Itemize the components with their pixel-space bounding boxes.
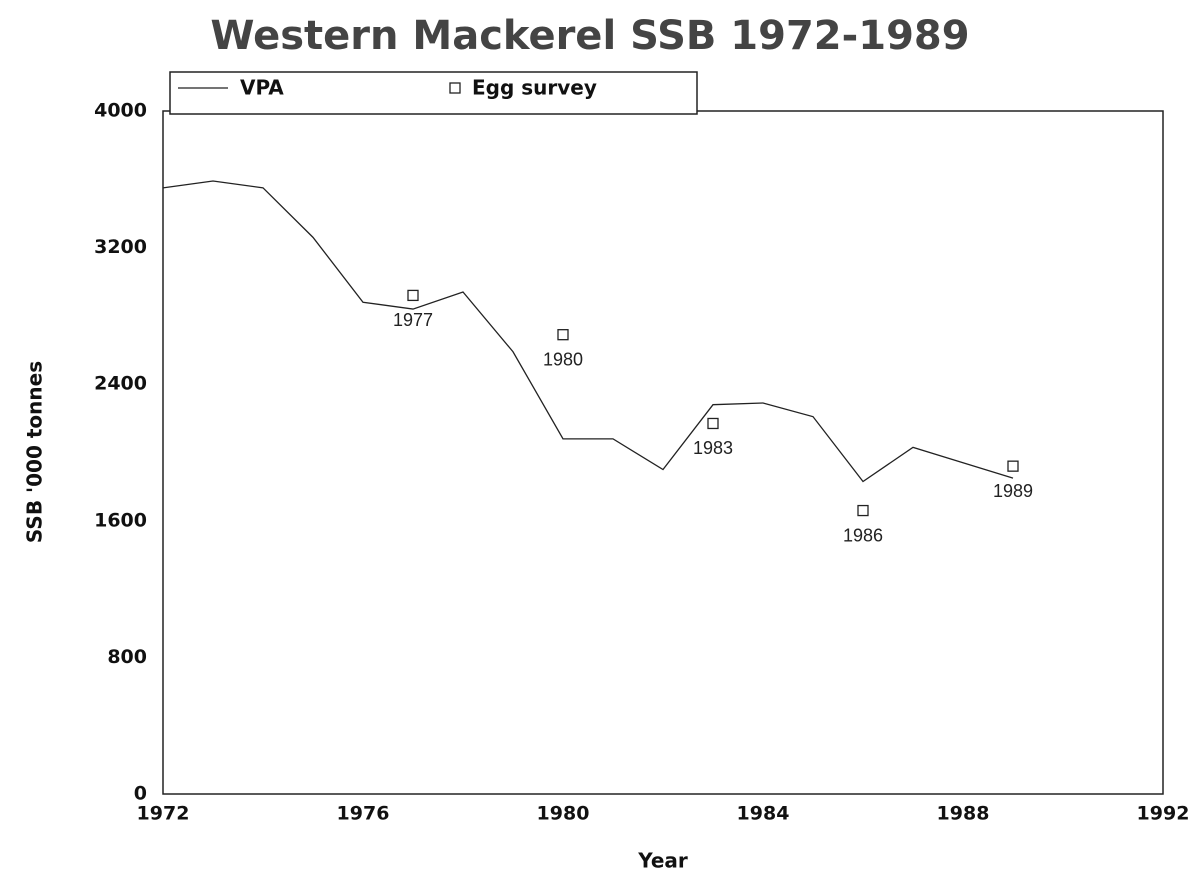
y-tick-label: 3200 — [94, 236, 147, 258]
point-label: 1986 — [843, 525, 883, 545]
y-tick-label: 1600 — [94, 509, 147, 531]
point-label: 1977 — [393, 310, 433, 330]
egg-marker — [707, 417, 719, 430]
point-label: 1983 — [693, 438, 733, 458]
point-label: 1989 — [993, 481, 1033, 501]
x-tick-label: 1972 — [137, 803, 190, 825]
plot-frame — [162, 110, 1164, 795]
egg-marker — [1007, 460, 1019, 472]
y-tick-label: 800 — [107, 646, 147, 668]
egg-marker — [407, 289, 419, 302]
legend-label: VPA — [240, 76, 284, 100]
egg-marker — [857, 504, 869, 517]
x-tick-label: 1976 — [337, 803, 390, 825]
vpa-line — [162, 180, 1014, 483]
x-axis-label: Year — [637, 849, 688, 873]
chart-title: Western Mackerel SSB 1972-1989 — [210, 13, 969, 59]
x-tick-label: 1992 — [1137, 803, 1190, 825]
legend-box — [169, 71, 698, 115]
x-tick-label: 1988 — [937, 803, 990, 825]
legend-marker — [449, 82, 461, 94]
point-label: 1980 — [543, 349, 583, 369]
legend-label: Egg survey — [472, 76, 597, 100]
x-tick-label: 1984 — [737, 803, 790, 825]
y-axis-label: SSB '000 tonnes — [23, 361, 47, 543]
y-tick-label: 0 — [134, 783, 147, 805]
x-tick-label: 1980 — [537, 803, 590, 825]
egg-marker — [557, 329, 569, 341]
y-tick-label: 4000 — [94, 100, 147, 122]
y-tick-label: 2400 — [94, 373, 147, 395]
